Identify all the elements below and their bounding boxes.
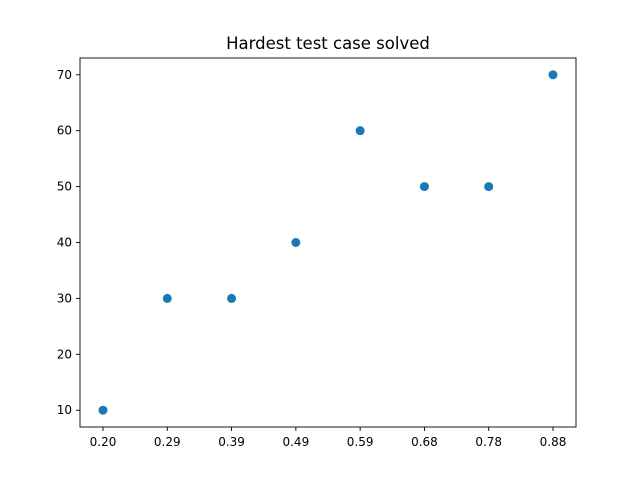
x-tick-label: 0.29: [154, 435, 181, 449]
y-tick-label: 50: [57, 180, 72, 194]
x-tick-label: 0.68: [411, 435, 438, 449]
data-point: [484, 182, 494, 192]
y-tick-label: 70: [57, 68, 72, 82]
data-point: [98, 405, 108, 415]
data-point: [548, 70, 558, 80]
y-axis: 10 20 30 40 50 60 70: [57, 68, 80, 417]
data-point: [291, 238, 301, 247]
x-axis: 0.20 0.29 0.39 0.49 0.59 0.68 0.78 0.88: [90, 427, 567, 449]
data-point: [162, 293, 172, 303]
data-points: [98, 70, 558, 415]
data-point: [227, 293, 237, 303]
x-tick-label: 0.39: [218, 435, 245, 449]
y-tick-label: 40: [57, 236, 72, 250]
plot-area: 0.20 0.29 0.39 0.49 0.59 0.68 0.78 0.88 10 20 30 4…: [57, 57, 577, 449]
x-tick-label: 0.59: [347, 435, 374, 449]
y-tick-label: 30: [57, 291, 72, 305]
x-tick-label: 0.20: [90, 435, 117, 449]
data-point: [355, 126, 365, 136]
x-tick-label: 0.78: [475, 435, 502, 449]
x-tick-label: 0.49: [282, 435, 309, 449]
y-tick-label: 10: [57, 403, 72, 417]
y-tick-label: 20: [57, 347, 72, 361]
x-tick-label: 0.88: [540, 435, 567, 449]
chart-title: Hardest test case solved: [226, 34, 430, 53]
y-tick-label: 60: [57, 124, 72, 138]
data-point: [419, 182, 429, 192]
